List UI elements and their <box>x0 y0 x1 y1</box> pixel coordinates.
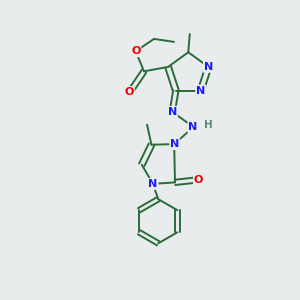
Text: O: O <box>194 175 203 185</box>
Text: O: O <box>131 46 140 56</box>
Text: N: N <box>188 122 197 132</box>
Text: O: O <box>124 87 134 97</box>
Text: N: N <box>148 179 158 189</box>
Text: N: N <box>204 62 213 72</box>
Text: N: N <box>196 85 206 96</box>
Text: H: H <box>204 120 213 130</box>
Text: N: N <box>170 139 179 149</box>
Text: N: N <box>168 107 177 117</box>
